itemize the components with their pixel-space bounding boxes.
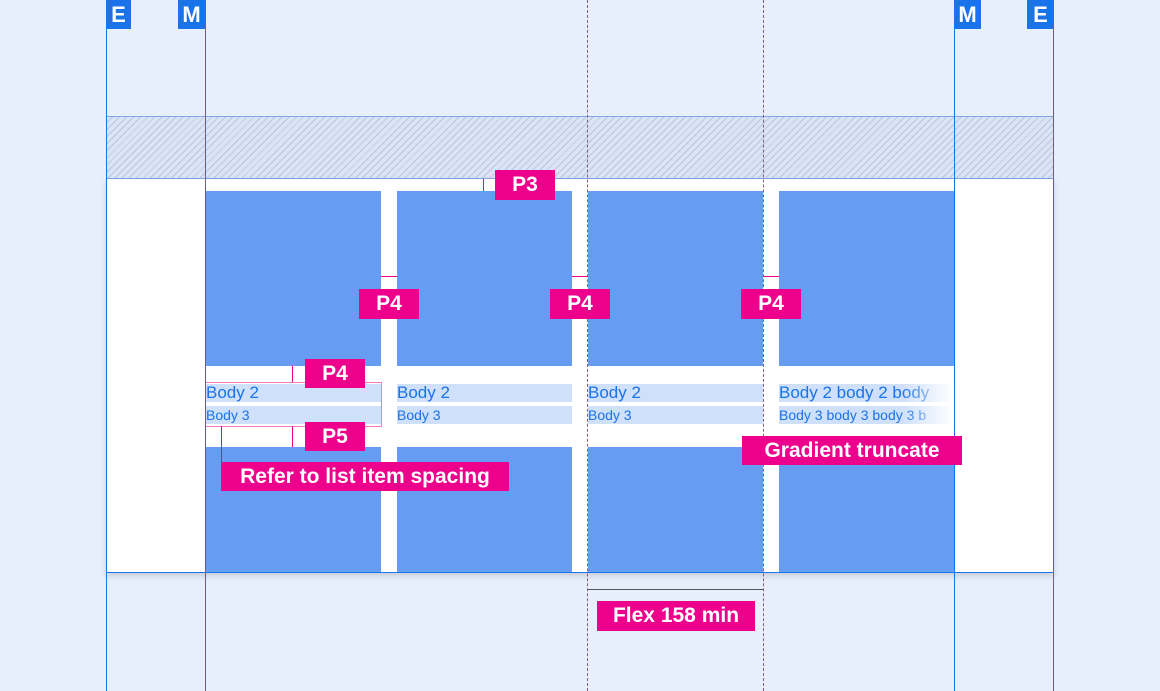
p4-label: P4 [741, 289, 801, 319]
gradient-truncate-note: Gradient truncate [742, 436, 962, 465]
card-title: Body 2 [397, 384, 572, 402]
app-bar-region [106, 116, 1053, 179]
card-title: Body 2 [206, 384, 381, 402]
measure-line [292, 366, 293, 382]
p4-label: P4 [359, 289, 419, 319]
p5-label: P5 [305, 422, 365, 451]
margin-badge: M [178, 0, 205, 29]
card-image-3[interactable] [588, 191, 763, 366]
card-image-2[interactable] [397, 191, 572, 366]
edge-line-left [106, 0, 107, 691]
leader-line [221, 426, 222, 462]
card-image-8[interactable] [779, 447, 954, 572]
measure-line [483, 179, 484, 191]
margin-line-right [954, 0, 955, 691]
card-subtitle: Body 3 [397, 406, 572, 424]
list-spacing-note: Refer to list item spacing [221, 462, 509, 491]
margin-badge: M [954, 0, 981, 29]
measure-line [763, 276, 779, 277]
card-subtitle: Body 3 [588, 406, 763, 424]
card-image-4[interactable] [779, 191, 954, 366]
card-subtitle: Body 3 [206, 406, 381, 424]
p3-label: P3 [495, 170, 555, 200]
text-block-outline [205, 382, 382, 427]
edge-badge: E [1027, 0, 1054, 29]
card-title: Body 2 [588, 384, 763, 402]
flex-width-line [588, 589, 763, 590]
edge-line-right [1053, 0, 1054, 691]
measure-line [292, 426, 293, 447]
edge-badge: E [106, 0, 131, 29]
margin-line-left [205, 0, 206, 691]
measure-line [381, 276, 397, 277]
card-image-1[interactable] [205, 191, 381, 366]
column-guide [763, 0, 764, 691]
p4-label: P4 [550, 289, 610, 319]
measure-line [572, 276, 588, 277]
flex-min-note: Flex 158 min [597, 601, 755, 631]
card-title-truncated: Body 2 body 2 body [779, 384, 954, 402]
p4-label: P4 [305, 359, 365, 388]
card-image-7[interactable] [588, 447, 763, 572]
column-guide [587, 0, 588, 691]
card-subtitle-truncated: Body 3 body 3 body 3 b [779, 406, 954, 424]
